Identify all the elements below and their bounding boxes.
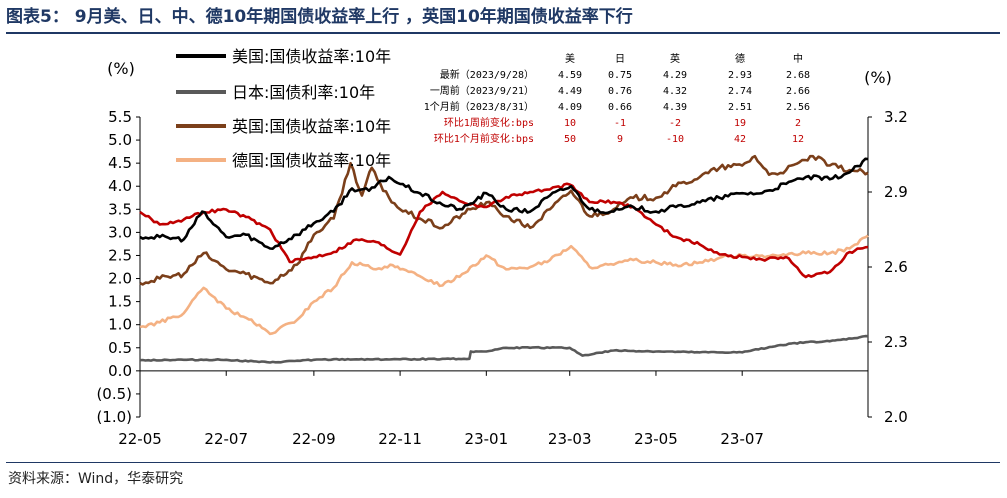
right-axis-tick-label: 2.6 — [884, 258, 908, 276]
table-cell: 2.66 — [786, 86, 810, 97]
legend-label-jp: 日本:国债利率:10年 — [232, 83, 375, 102]
table-header-cell: 日 — [615, 54, 625, 65]
table-header-cell: 美 — [565, 52, 575, 65]
table-row-label: 环比1个月前变化:bps — [434, 132, 534, 145]
table-cell: 19 — [734, 118, 746, 129]
table-cell: 4.09 — [558, 102, 582, 113]
table-row-label: 最新（2023/9/28） — [440, 68, 534, 81]
left-axis-tick-label: (0.5) — [96, 385, 132, 403]
table-header-cell: 德 — [735, 52, 745, 65]
left-axis-tick-label: 4.0 — [108, 177, 132, 195]
legend-label-de: 德国:国债收益率:10年 — [232, 151, 391, 170]
table-cell: 0.75 — [608, 70, 632, 81]
table-cell: 2.56 — [786, 102, 810, 113]
table-cell: 42 — [734, 134, 746, 145]
table-cell: 2.74 — [728, 86, 752, 97]
series-line-jp — [139, 334, 869, 364]
x-axis-tick-label: 23-03 — [548, 430, 592, 448]
table-cell: 12 — [792, 134, 804, 145]
table-cell: -10 — [666, 134, 684, 145]
left-axis-tick-label: (1.0) — [96, 408, 132, 426]
table-cell: 2.51 — [728, 102, 752, 113]
table-cell: 4.39 — [663, 102, 687, 113]
x-axis-tick-label: 22-05 — [118, 430, 162, 448]
axes-layer: 5.5 5.0 4.5 4.0 3.5 3.0 2.5 2.0 1.5 1.0 0.5 0.0 (0.5… — [96, 59, 907, 448]
table-row-label: 一周前（2023/9/21） — [430, 84, 534, 97]
series-line-uk — [139, 154, 869, 286]
x-axis-tick-label: 22-11 — [378, 430, 422, 448]
left-axis-tick-label: 4.5 — [108, 154, 132, 172]
table-cell: 4.32 — [663, 86, 687, 97]
table-cell: -2 — [669, 118, 681, 129]
table-cell: 9 — [617, 134, 623, 145]
table-cell: 2.93 — [728, 70, 752, 81]
table-cell: 4.59 — [558, 70, 582, 81]
x-axis-tick-label: 23-07 — [720, 430, 764, 448]
left-axis-tick-label: 5.5 — [108, 108, 132, 126]
left-axis-tick-label: 2.5 — [108, 246, 132, 264]
table-row-label: 1个月前（2023/8/31） — [424, 100, 534, 113]
title-rule — [6, 32, 1000, 34]
table-cell: 0.76 — [608, 86, 632, 97]
left-axis-tick-label: 3.0 — [108, 223, 132, 241]
series-line-cn — [139, 182, 869, 279]
right-axis-tick-label: 3.2 — [884, 108, 908, 126]
legend-label-us: 美国:国债收益率:10年 — [232, 47, 391, 66]
left-axis-tick-label: 1.0 — [108, 316, 132, 334]
table-cell: 4.29 — [663, 70, 687, 81]
table-cell: 4.49 — [558, 86, 582, 97]
right-axis-tick-label: 2.0 — [884, 408, 908, 426]
legend-label-uk: 英国:国债收益率:10年 — [232, 117, 391, 136]
left-axis-unit: (%) — [107, 59, 135, 78]
x-axis-tick-label: 23-01 — [465, 430, 509, 448]
table-cell: 0.66 — [608, 102, 632, 113]
x-axis-tick-label: 23-05 — [634, 430, 678, 448]
table-header-cell: 英 — [670, 52, 680, 65]
table-row-label: 环比1周前变化:bps — [444, 116, 534, 129]
table-header-cell: 中 — [793, 52, 803, 65]
source-note: 资料来源：Wind，华泰研究 — [8, 471, 184, 487]
bottom-rule — [6, 462, 1000, 463]
x-axis-tick-label: 22-07 — [204, 430, 248, 448]
x-axis-tick-label: 22-09 — [292, 430, 336, 448]
right-axis-tick-label: 2.9 — [884, 183, 908, 201]
table-cell: -1 — [614, 118, 626, 129]
left-axis-tick-label: 0.0 — [108, 362, 132, 380]
left-axis-tick-label: 2.0 — [108, 270, 132, 288]
left-axis-tick-label: 5.0 — [108, 131, 132, 149]
left-axis-tick-label: 1.5 — [108, 293, 132, 311]
legend-layer: 美国:国债收益率:10年日本:国债利率:10年英国:国债收益率:10年德国:国债… — [176, 47, 391, 170]
series-line-de — [139, 234, 869, 336]
title-bar: 图表5： 9月美、日、中、德10年期国债收益率上行 ，英国10年期国债收益率下行 — [6, 4, 1000, 34]
right-axis-unit: (%) — [864, 68, 892, 87]
left-axis-tick-label: 0.5 — [108, 339, 132, 357]
data-table: 美 日 英 德 中最新（2023/9/28） 4.59 0.75 4.29 2.93 2.68 一周… — [424, 52, 810, 145]
lines-layer — [139, 154, 869, 364]
chart-title: 图表5： 9月美、日、中、德10年期国债收益率上行 ，英国10年期国债收益率下行 — [6, 7, 633, 27]
right-axis-tick-label: 2.3 — [884, 333, 908, 351]
left-axis-tick-label: 3.5 — [108, 200, 132, 218]
table-cell: 50 — [564, 134, 576, 145]
table-cell: 2 — [795, 118, 801, 129]
table-cell: 2.68 — [786, 70, 810, 81]
table-cell: 10 — [564, 118, 576, 129]
series-line-us — [139, 157, 869, 250]
